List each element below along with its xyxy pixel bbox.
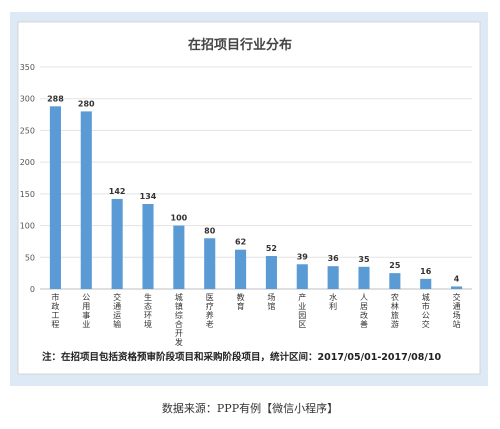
category-label: 医疗养老 bbox=[206, 293, 214, 329]
data-label: 39 bbox=[297, 252, 309, 261]
category-label: 交通运输 bbox=[113, 292, 121, 329]
data-label: 62 bbox=[235, 238, 246, 247]
category-label: 交通场站 bbox=[453, 292, 461, 329]
data-label: 280 bbox=[78, 99, 95, 108]
bar bbox=[142, 204, 154, 289]
data-label: 134 bbox=[140, 192, 157, 201]
y-tick-label: 100 bbox=[20, 222, 35, 231]
bar bbox=[389, 273, 401, 289]
data-label: 25 bbox=[389, 261, 401, 270]
bar bbox=[420, 278, 432, 289]
y-tick-label: 250 bbox=[20, 126, 35, 135]
data-label: 80 bbox=[204, 226, 216, 235]
bar bbox=[265, 256, 277, 289]
y-tick-label: 300 bbox=[20, 95, 35, 104]
chart-title: 在招项目行业分布 bbox=[188, 37, 292, 53]
bar bbox=[49, 106, 61, 289]
bar bbox=[173, 225, 185, 289]
data-label: 35 bbox=[358, 255, 370, 264]
category-label: 教育 bbox=[237, 292, 245, 311]
bar-chart: 在招项目行业分布 0 50 100 150 200 250 300 350 288 市政工程 28… bbox=[17, 21, 481, 375]
bar bbox=[327, 266, 339, 289]
data-label: 36 bbox=[328, 254, 340, 263]
category-label: 场馆 bbox=[267, 293, 275, 311]
y-tick-label: 0 bbox=[30, 285, 35, 294]
data-label: 100 bbox=[171, 214, 188, 223]
category-label: 产业园区 bbox=[298, 292, 306, 329]
category-label: 农林旅游 bbox=[391, 292, 399, 329]
bar bbox=[235, 249, 247, 289]
bar bbox=[80, 111, 92, 290]
category-label: 城镇综合开发 bbox=[175, 293, 183, 347]
chart-note: 注：在招项目包括资格预审阶段项目和采购阶段项目，统计区间：2017/05/01-… bbox=[42, 351, 441, 363]
y-tick-label: 150 bbox=[20, 190, 35, 199]
chart-card bbox=[17, 21, 481, 375]
y-tick-label: 350 bbox=[20, 63, 35, 72]
category-label: 人居改善 bbox=[360, 293, 368, 329]
bar bbox=[296, 264, 308, 289]
bar bbox=[111, 198, 123, 289]
data-label: 142 bbox=[109, 187, 126, 196]
category-label: 生态环境 bbox=[144, 292, 152, 329]
data-source: 数据来源：PPP有例【微信小程序】 bbox=[161, 402, 339, 415]
bar bbox=[358, 266, 370, 289]
data-label: 288 bbox=[47, 94, 64, 103]
category-label: 水利 bbox=[329, 292, 337, 311]
data-label: 4 bbox=[454, 274, 460, 283]
data-label: 52 bbox=[266, 244, 277, 253]
category-label: 公用事业 bbox=[82, 293, 90, 329]
y-tick-label: 50 bbox=[25, 253, 35, 262]
data-label: 16 bbox=[420, 267, 432, 276]
y-tick-label: 200 bbox=[20, 158, 35, 167]
bar bbox=[451, 286, 463, 289]
category-label: 市政工程 bbox=[51, 292, 59, 329]
bar bbox=[204, 238, 216, 289]
category-label: 城市公交 bbox=[422, 293, 430, 329]
